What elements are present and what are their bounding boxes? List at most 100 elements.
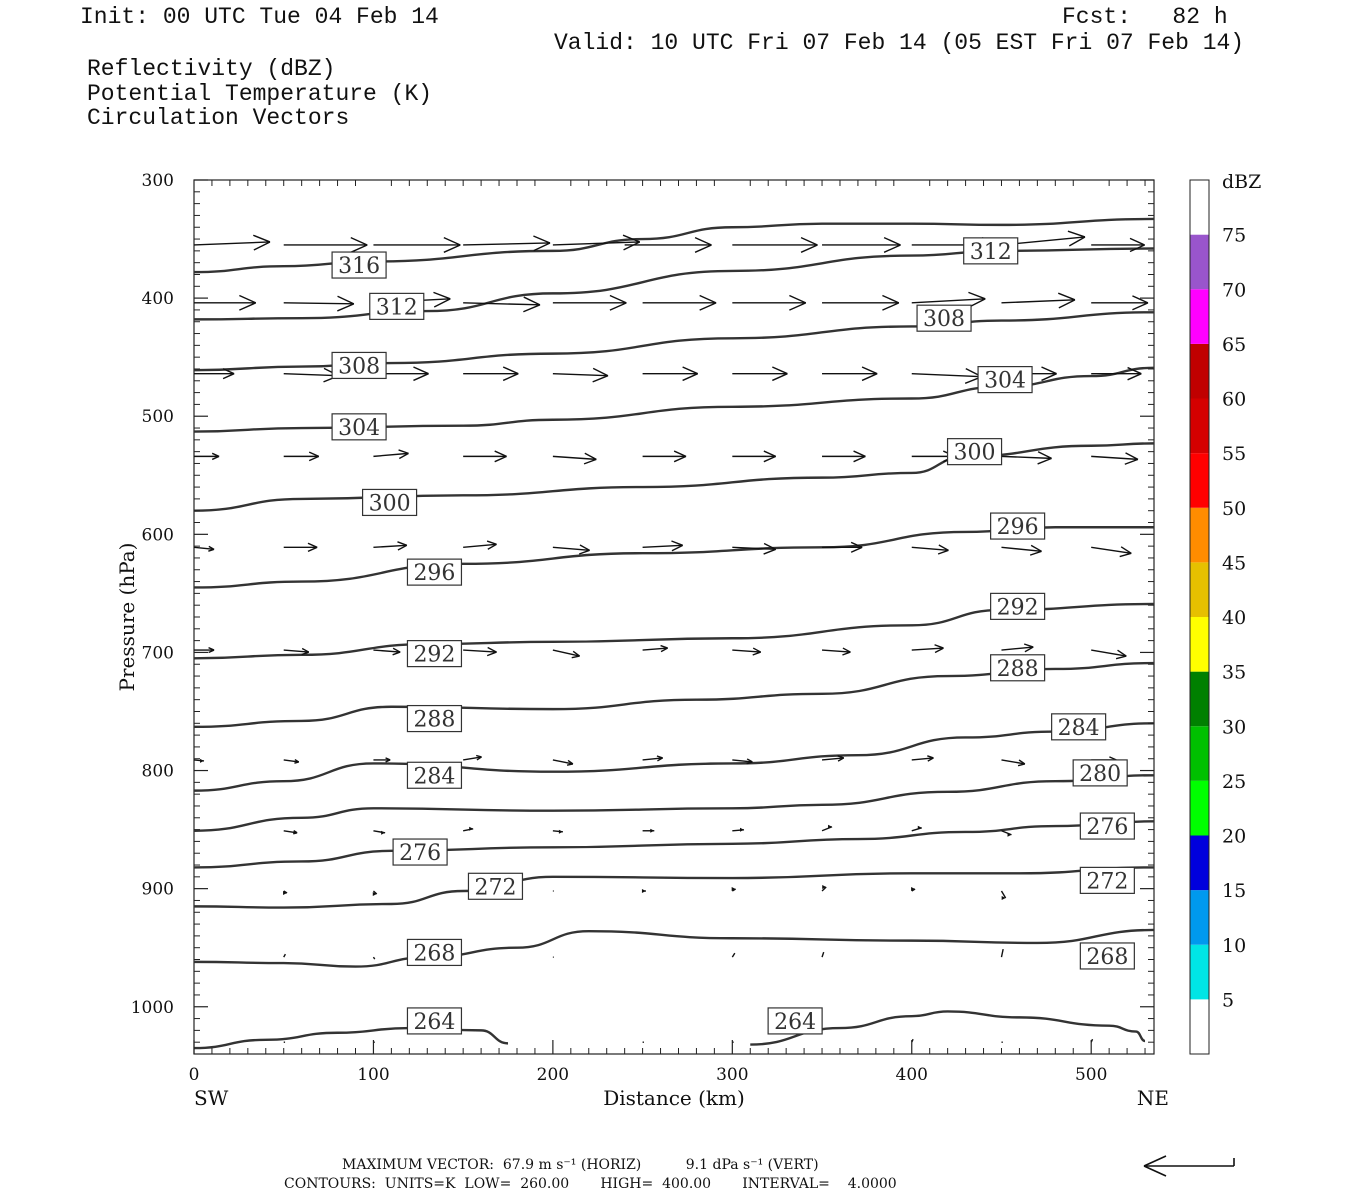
- svg-text:300: 300: [954, 441, 996, 466]
- circulation-vector: [283, 890, 288, 896]
- circulation-vector: [1091, 649, 1127, 660]
- svg-text:292: 292: [413, 643, 455, 668]
- colorbar-band: [1190, 453, 1209, 508]
- contours-note: CONTOURS: UNITS=K LOW= 260.00 HIGH= 400.…: [284, 1176, 897, 1192]
- x-tick-label: 500: [1075, 1065, 1107, 1085]
- circulation-vector: [283, 647, 310, 656]
- contour-label: 280: [1072, 759, 1128, 787]
- colorbar-unit-label: dBZ: [1222, 171, 1261, 193]
- contour-label: 312: [369, 292, 425, 320]
- circulation-vector: [642, 294, 717, 311]
- circulation-vector: [731, 887, 737, 892]
- circulation-vector: [1091, 295, 1149, 311]
- svg-text:284: 284: [413, 764, 455, 789]
- colorbar-label: 55: [1222, 443, 1246, 465]
- circulation-vector: [911, 644, 944, 654]
- circulation-vector: [822, 236, 901, 253]
- colorbar-band: [1190, 507, 1209, 563]
- svg-text:264: 264: [413, 1010, 455, 1035]
- circulation-vector: [642, 644, 668, 653]
- circulation-vector: [822, 366, 878, 382]
- circulation-vector: [822, 294, 900, 311]
- contour-label: 276: [1079, 812, 1135, 840]
- circulation-vector: [822, 450, 866, 463]
- colorbar-label: 65: [1222, 334, 1246, 356]
- circulation-vector: [1091, 237, 1145, 253]
- colorbar-label: 30: [1222, 716, 1246, 738]
- circulation-vector: [911, 825, 922, 832]
- circulation-vector: [463, 540, 497, 550]
- y-axis-label: Pressure (hPa): [115, 543, 139, 692]
- circulation-vector: [194, 452, 220, 461]
- contour-label: 288: [406, 704, 463, 733]
- contour-label: 300: [946, 438, 1003, 466]
- circulation-vector: [283, 830, 298, 835]
- circulation-vector: [552, 759, 574, 766]
- svg-text:284: 284: [1058, 716, 1100, 741]
- circulation-vector: [1001, 830, 1012, 837]
- svg-text:300: 300: [369, 491, 411, 516]
- svg-text:272: 272: [474, 875, 516, 900]
- svg-text:296: 296: [997, 515, 1039, 540]
- y-tick-label: 600: [142, 525, 174, 545]
- circulation-vector: [194, 294, 257, 311]
- svg-text:276: 276: [399, 841, 441, 866]
- y-tick-label: 800: [142, 762, 174, 782]
- circulation-vector: [642, 450, 687, 463]
- contour-label: 316: [331, 251, 387, 279]
- circulation-vector: [821, 885, 827, 892]
- svg-text:312: 312: [376, 295, 418, 320]
- svg-text:308: 308: [338, 354, 380, 379]
- circulation-vector: [372, 890, 378, 897]
- theta-contour-280-17: [194, 774, 1154, 832]
- contour-label: 268: [1079, 942, 1135, 970]
- circulation-vector: [642, 828, 655, 833]
- circulation-vector: [194, 545, 215, 552]
- circulation-vector: [642, 540, 683, 552]
- colorbar-band: [1190, 562, 1209, 617]
- circulation-vector: [194, 646, 215, 654]
- max-vector-note: MAXIMUM VECTOR: 67.9 m s⁻¹ (HORIZ) 9.1 d…: [342, 1157, 819, 1173]
- circulation-vector: [552, 367, 609, 383]
- colorbar-band: [1190, 780, 1209, 836]
- circulation-vector: [1000, 890, 1007, 901]
- circulation-vector: [732, 366, 788, 382]
- circulation-vector: [283, 953, 287, 958]
- colorbar-band: [1190, 944, 1209, 1000]
- circulation-vector: [1000, 949, 1004, 958]
- forecast-hour: Fcst: 82 h: [1062, 4, 1228, 30]
- circulation-vector: [732, 647, 762, 656]
- svg-text:288: 288: [413, 708, 455, 733]
- theta-contour-264-25: [750, 1010, 1146, 1046]
- colorbar-band: [1190, 999, 1209, 1054]
- contour-label: 292: [406, 640, 463, 668]
- circulation-vector: [731, 952, 736, 958]
- colorbar-label: 40: [1222, 607, 1246, 629]
- colorbar-label: 20: [1222, 826, 1246, 848]
- circulation-vector: [821, 951, 825, 958]
- svg-text:292: 292: [997, 595, 1039, 620]
- colorbar-band: [1190, 617, 1209, 672]
- contour-label: 284: [1051, 713, 1107, 741]
- circulation-vector: [1091, 366, 1142, 381]
- circulation-vector: [1001, 292, 1076, 309]
- theta-contour-308-3: [194, 311, 1154, 372]
- contour-label: 276: [392, 838, 448, 866]
- colorbar-frame: [1189, 179, 1210, 1055]
- colorbar-band: [1190, 180, 1209, 235]
- colorbar-label: 75: [1222, 225, 1246, 247]
- circulation-vector: [463, 450, 507, 463]
- colorbar-label: 70: [1222, 279, 1246, 301]
- y-tick-label: 500: [142, 407, 174, 427]
- contour-label: 312: [963, 237, 1019, 265]
- theta-contour-284-15: [194, 722, 1154, 792]
- colorbar-band: [1190, 835, 1209, 891]
- circulation-vector: [552, 452, 597, 465]
- circulation-vector: [283, 451, 320, 462]
- circulation-vector: [373, 647, 401, 656]
- circulation-vector: [911, 368, 983, 384]
- valid-time: Valid: 10 UTC Fri 07 Feb 14 (05 EST Fri …: [554, 30, 1245, 56]
- y-tick-label: 300: [142, 171, 174, 191]
- colorbar-label: 45: [1222, 552, 1246, 574]
